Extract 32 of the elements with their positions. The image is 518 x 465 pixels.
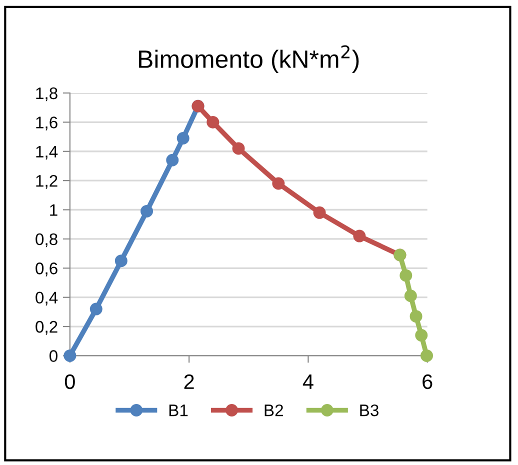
- y-tick-label: 0,2: [36, 320, 58, 335]
- legend-label: B3: [360, 404, 378, 416]
- point: [166, 154, 179, 166]
- y-tick-label: 1,2: [36, 174, 58, 189]
- point: [313, 206, 326, 219]
- y-tick-label: 1,4: [36, 146, 58, 160]
- point: [232, 142, 245, 155]
- point: [415, 329, 428, 342]
- point: [400, 269, 412, 282]
- x-tick-label: 4: [302, 374, 314, 389]
- y-tick-label: 0,6: [36, 262, 58, 276]
- y-tick-label: 0: [50, 350, 58, 362]
- legend-label: B2: [264, 404, 283, 416]
- point: [114, 254, 128, 268]
- y-tick-label: 0,8: [36, 233, 58, 248]
- point: [176, 132, 190, 144]
- y-tick-label: 1: [50, 204, 58, 216]
- y-tick-label: 1,6: [36, 116, 58, 130]
- x-tick-label: 2: [184, 374, 194, 389]
- chart-title: Bimomento (kN*m$^{2}$): [139, 45, 359, 73]
- point: [404, 290, 417, 302]
- point: [140, 204, 154, 218]
- x-tick-label: 0: [64, 374, 75, 390]
- y-tick-label: 1,8: [36, 87, 58, 102]
- point: [206, 116, 220, 128]
- legend-label: B1: [169, 404, 188, 416]
- point: [353, 230, 366, 242]
- point: [272, 177, 285, 190]
- point: [410, 310, 422, 323]
- point: [90, 302, 102, 316]
- y-tick-label: 0,4: [36, 292, 58, 306]
- x-tick-label: 6: [422, 374, 432, 390]
